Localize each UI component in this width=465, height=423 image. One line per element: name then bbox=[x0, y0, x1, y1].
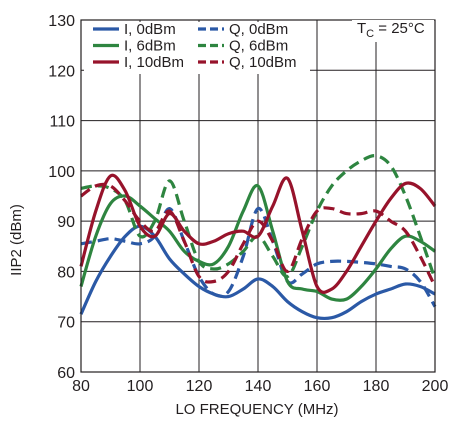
series-line-q-10dbm bbox=[80, 182, 437, 288]
x-tick-label: 180 bbox=[363, 378, 390, 395]
y-tick-label: 70 bbox=[57, 315, 75, 332]
x-tick-label: 160 bbox=[304, 378, 331, 395]
legend-label-i-6dbm: I, 6dBm bbox=[124, 38, 176, 55]
y-tick-label: 60 bbox=[57, 365, 75, 382]
y-tick-label: 130 bbox=[48, 13, 75, 30]
annotation-backing bbox=[352, 20, 434, 42]
legend-box bbox=[84, 22, 310, 74]
x-tick-label: 140 bbox=[245, 378, 272, 395]
y-axis-label: IIP2 (dBm) bbox=[8, 204, 25, 276]
y-tick-label: 100 bbox=[48, 164, 75, 181]
x-tick-label: 100 bbox=[127, 378, 154, 395]
x-tick-label: 200 bbox=[422, 378, 449, 395]
x-tick-label: 120 bbox=[186, 378, 213, 395]
y-tick-label: 80 bbox=[57, 264, 75, 281]
series-line-i-6dbm bbox=[79, 184, 436, 302]
plot-frame bbox=[80, 19, 436, 373]
annotation-sub: C bbox=[366, 28, 374, 40]
annotation-rest: = 25°C bbox=[374, 20, 425, 37]
x-tick-label: 80 bbox=[72, 378, 90, 395]
annotation-main: T bbox=[357, 20, 366, 37]
legend-label-q-10dbm: Q, 10dBm bbox=[229, 54, 297, 71]
y-tick-label: 90 bbox=[57, 214, 75, 231]
legend-label-q-6dbm: Q, 6dBm bbox=[229, 38, 288, 55]
legend-label-i-0dbm: I, 0dBm bbox=[124, 21, 176, 38]
y-tick-label: 110 bbox=[49, 114, 75, 131]
y-tick-label: 120 bbox=[48, 63, 75, 80]
legend-label-i-10dbm: I, 10dBm bbox=[124, 54, 184, 71]
series-line-i-10dbm bbox=[79, 173, 437, 294]
temperature-annotation: TC = 25°C bbox=[357, 20, 425, 40]
legend-label-q-0dbm: Q, 0dBm bbox=[229, 21, 288, 38]
series-line-q-0dbm bbox=[80, 206, 437, 308]
x-axis-label: LO FREQUENCY (MHz) bbox=[175, 401, 338, 418]
